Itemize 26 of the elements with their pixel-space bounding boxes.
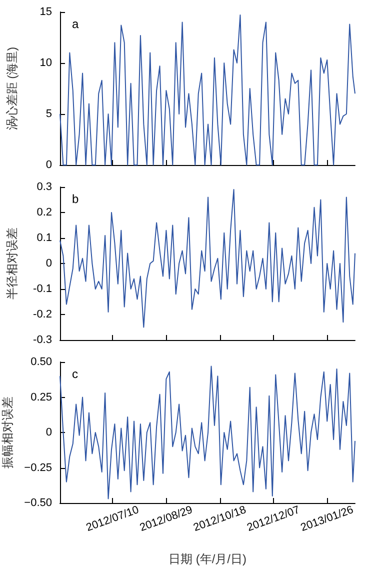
y-tick-label: −0.25	[24, 462, 52, 474]
y-tick-label: −0.50	[24, 497, 52, 509]
y-tick-label: 0	[46, 159, 52, 171]
line-series	[60, 14, 356, 166]
y-tick-label: 10	[40, 57, 52, 69]
y-tick-label: 0.1	[36, 232, 52, 244]
y-tick-label: -0.3	[33, 334, 52, 346]
y-tick-label: -0.1	[33, 283, 52, 295]
y-tick-label: 0.25	[30, 391, 52, 404]
y-tick-label: 0.3	[36, 181, 52, 193]
line-series	[60, 366, 356, 500]
annotation: c	[72, 367, 78, 381]
line-series	[60, 189, 356, 328]
y-axis-title: 涡心差距 (海里)	[5, 46, 19, 130]
annotation: a	[72, 17, 79, 31]
y-tick-label: 0	[46, 426, 52, 438]
y-axis-title: 振幅相对误差	[0, 396, 14, 468]
y-axis-title: 半径相对误差	[5, 228, 19, 300]
y-tick-label: 0	[46, 258, 52, 270]
y-tick-label: 5	[46, 108, 52, 120]
x-axis-title: 日期 (年/月/日)	[168, 552, 246, 566]
annotation: b	[72, 192, 79, 206]
y-tick-label: 15	[40, 6, 52, 18]
y-tick-label: -0.2	[33, 308, 52, 320]
y-tick-label: 0.50	[30, 356, 52, 368]
y-tick-label: 0.2	[36, 206, 52, 218]
